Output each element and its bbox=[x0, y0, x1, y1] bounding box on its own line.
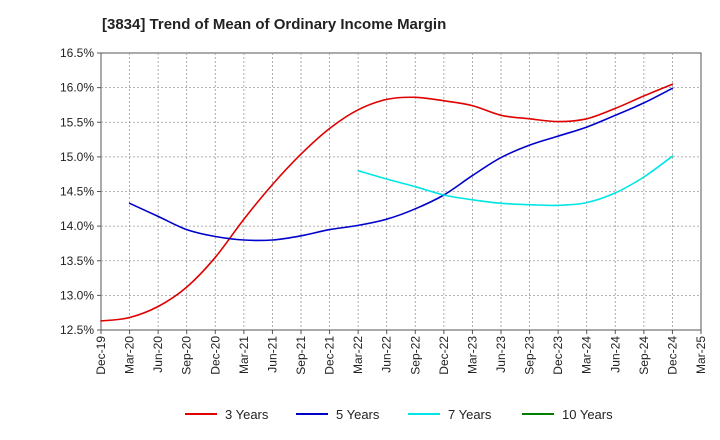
x-tick-label: Dec-21 bbox=[323, 336, 337, 375]
y-tick-label: 13.5% bbox=[60, 254, 94, 268]
series-lines bbox=[100, 83, 674, 322]
y-tick-label: 12.5% bbox=[60, 323, 94, 337]
x-tick-label: Mar-21 bbox=[237, 336, 251, 374]
x-tick-label: Dec-20 bbox=[208, 336, 222, 375]
x-tick-label: Mar-23 bbox=[465, 336, 479, 374]
x-tick-label: Mar-24 bbox=[580, 336, 594, 374]
y-tick-label: 16.0% bbox=[60, 81, 94, 95]
x-tick-label: Dec-19 bbox=[94, 336, 108, 375]
series-line-7-years bbox=[357, 155, 674, 207]
x-tick-label: Sep-20 bbox=[180, 336, 194, 375]
grid bbox=[100, 52, 702, 331]
legend-label-5-years: 5 Years bbox=[336, 407, 380, 422]
x-tick-label: Jun-24 bbox=[608, 336, 622, 373]
legend: 3 Years 5 Years 7 Years 10 Years bbox=[185, 407, 613, 422]
x-tick-label: Dec-23 bbox=[551, 336, 565, 375]
series-line-5-years bbox=[128, 87, 674, 242]
y-tick-label: 14.5% bbox=[60, 185, 94, 199]
x-tick-label: Sep-21 bbox=[294, 336, 308, 375]
x-tick-label: Sep-22 bbox=[408, 336, 422, 375]
axes: 12.5% 13.0% 13.5% 14.0% 14.5% 15.0% 15.5% 16.0%… bbox=[60, 46, 708, 375]
y-tick-label: 13.0% bbox=[60, 288, 94, 302]
x-tick-label: Mar-25 bbox=[694, 336, 708, 374]
series-line-3-years bbox=[100, 83, 674, 322]
x-tick-label: Sep-23 bbox=[523, 336, 537, 375]
legend-label-7-years: 7 Years bbox=[448, 407, 492, 422]
x-tick-label: Mar-22 bbox=[351, 336, 365, 374]
chart-title: [3834] Trend of Mean of Ordinary Income … bbox=[102, 16, 447, 33]
y-tick-label: 15.0% bbox=[60, 150, 94, 164]
x-tick-label: Jun-22 bbox=[380, 336, 394, 373]
x-tick-label: Dec-24 bbox=[665, 336, 679, 375]
legend-label-10-years: 10 Years bbox=[562, 407, 613, 422]
x-tick-label: Sep-24 bbox=[637, 336, 651, 375]
y-tick-label: 16.5% bbox=[60, 46, 94, 60]
y-tick-label: 15.5% bbox=[60, 115, 94, 129]
x-tick-label: Dec-22 bbox=[437, 336, 451, 375]
x-tick-label: Jun-23 bbox=[494, 336, 508, 373]
y-tick-label: 14.0% bbox=[60, 219, 94, 233]
legend-label-3-years: 3 Years bbox=[225, 407, 269, 422]
x-tick-label: Jun-21 bbox=[265, 336, 279, 373]
x-tick-label: Mar-20 bbox=[123, 336, 137, 374]
x-tick-label: Jun-20 bbox=[151, 336, 165, 373]
